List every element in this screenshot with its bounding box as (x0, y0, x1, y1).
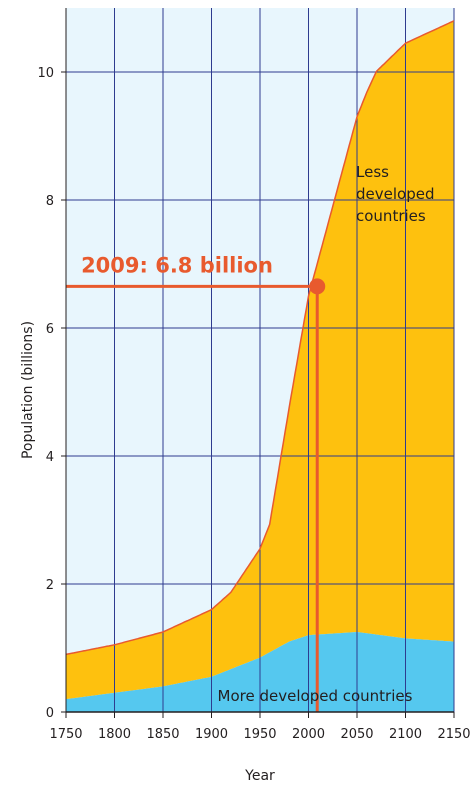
x-axis-label: Year (244, 768, 275, 784)
x-tick-label: 1800 (98, 727, 131, 742)
y-tick-label: 0 (46, 706, 54, 721)
axes: 1750 1800 1850 1900 1950 2000 2050 2100 2150 0 2 4… (20, 8, 471, 784)
x-tick-label: 1950 (243, 727, 276, 742)
series-labels: Less developed countries More developed co… (218, 163, 435, 705)
x-axis-ticks: 1750 1800 1850 1900 1950 2000 2050 2100 2150 (49, 712, 471, 742)
y-tick-label: 2 (46, 578, 54, 593)
y-tick-label: 6 (46, 322, 54, 337)
series-label-less-line: Less (356, 163, 389, 181)
x-tick-label: 1750 (49, 727, 82, 742)
x-tick-label: 2000 (292, 727, 325, 742)
x-tick-label: 1900 (195, 727, 228, 742)
annotation-label: 2009: 6.8 billion (81, 253, 273, 277)
y-tick-label: 10 (37, 66, 54, 81)
series-label-less-line: developed (356, 185, 434, 203)
y-axis-ticks: 0 2 4 6 8 10 (37, 66, 66, 721)
x-tick-label: 2150 (437, 727, 470, 742)
y-axis-label: Population (billions) (20, 321, 36, 459)
total-population-line (65, 20, 455, 656)
y-tick-label: 8 (46, 194, 54, 209)
series-label-less-line: countries (356, 207, 426, 225)
x-tick-label: 1850 (146, 727, 179, 742)
y-tick-label: 4 (46, 450, 54, 465)
x-tick-label: 2050 (340, 727, 373, 742)
series-label-less-developed: Less developed countries (356, 163, 434, 225)
series-label-more-developed: More developed countries (218, 687, 413, 705)
annotation-2009: 2009: 6.8 billion (66, 253, 326, 712)
annotation-dot (309, 278, 326, 295)
x-tick-label: 2100 (389, 727, 422, 742)
